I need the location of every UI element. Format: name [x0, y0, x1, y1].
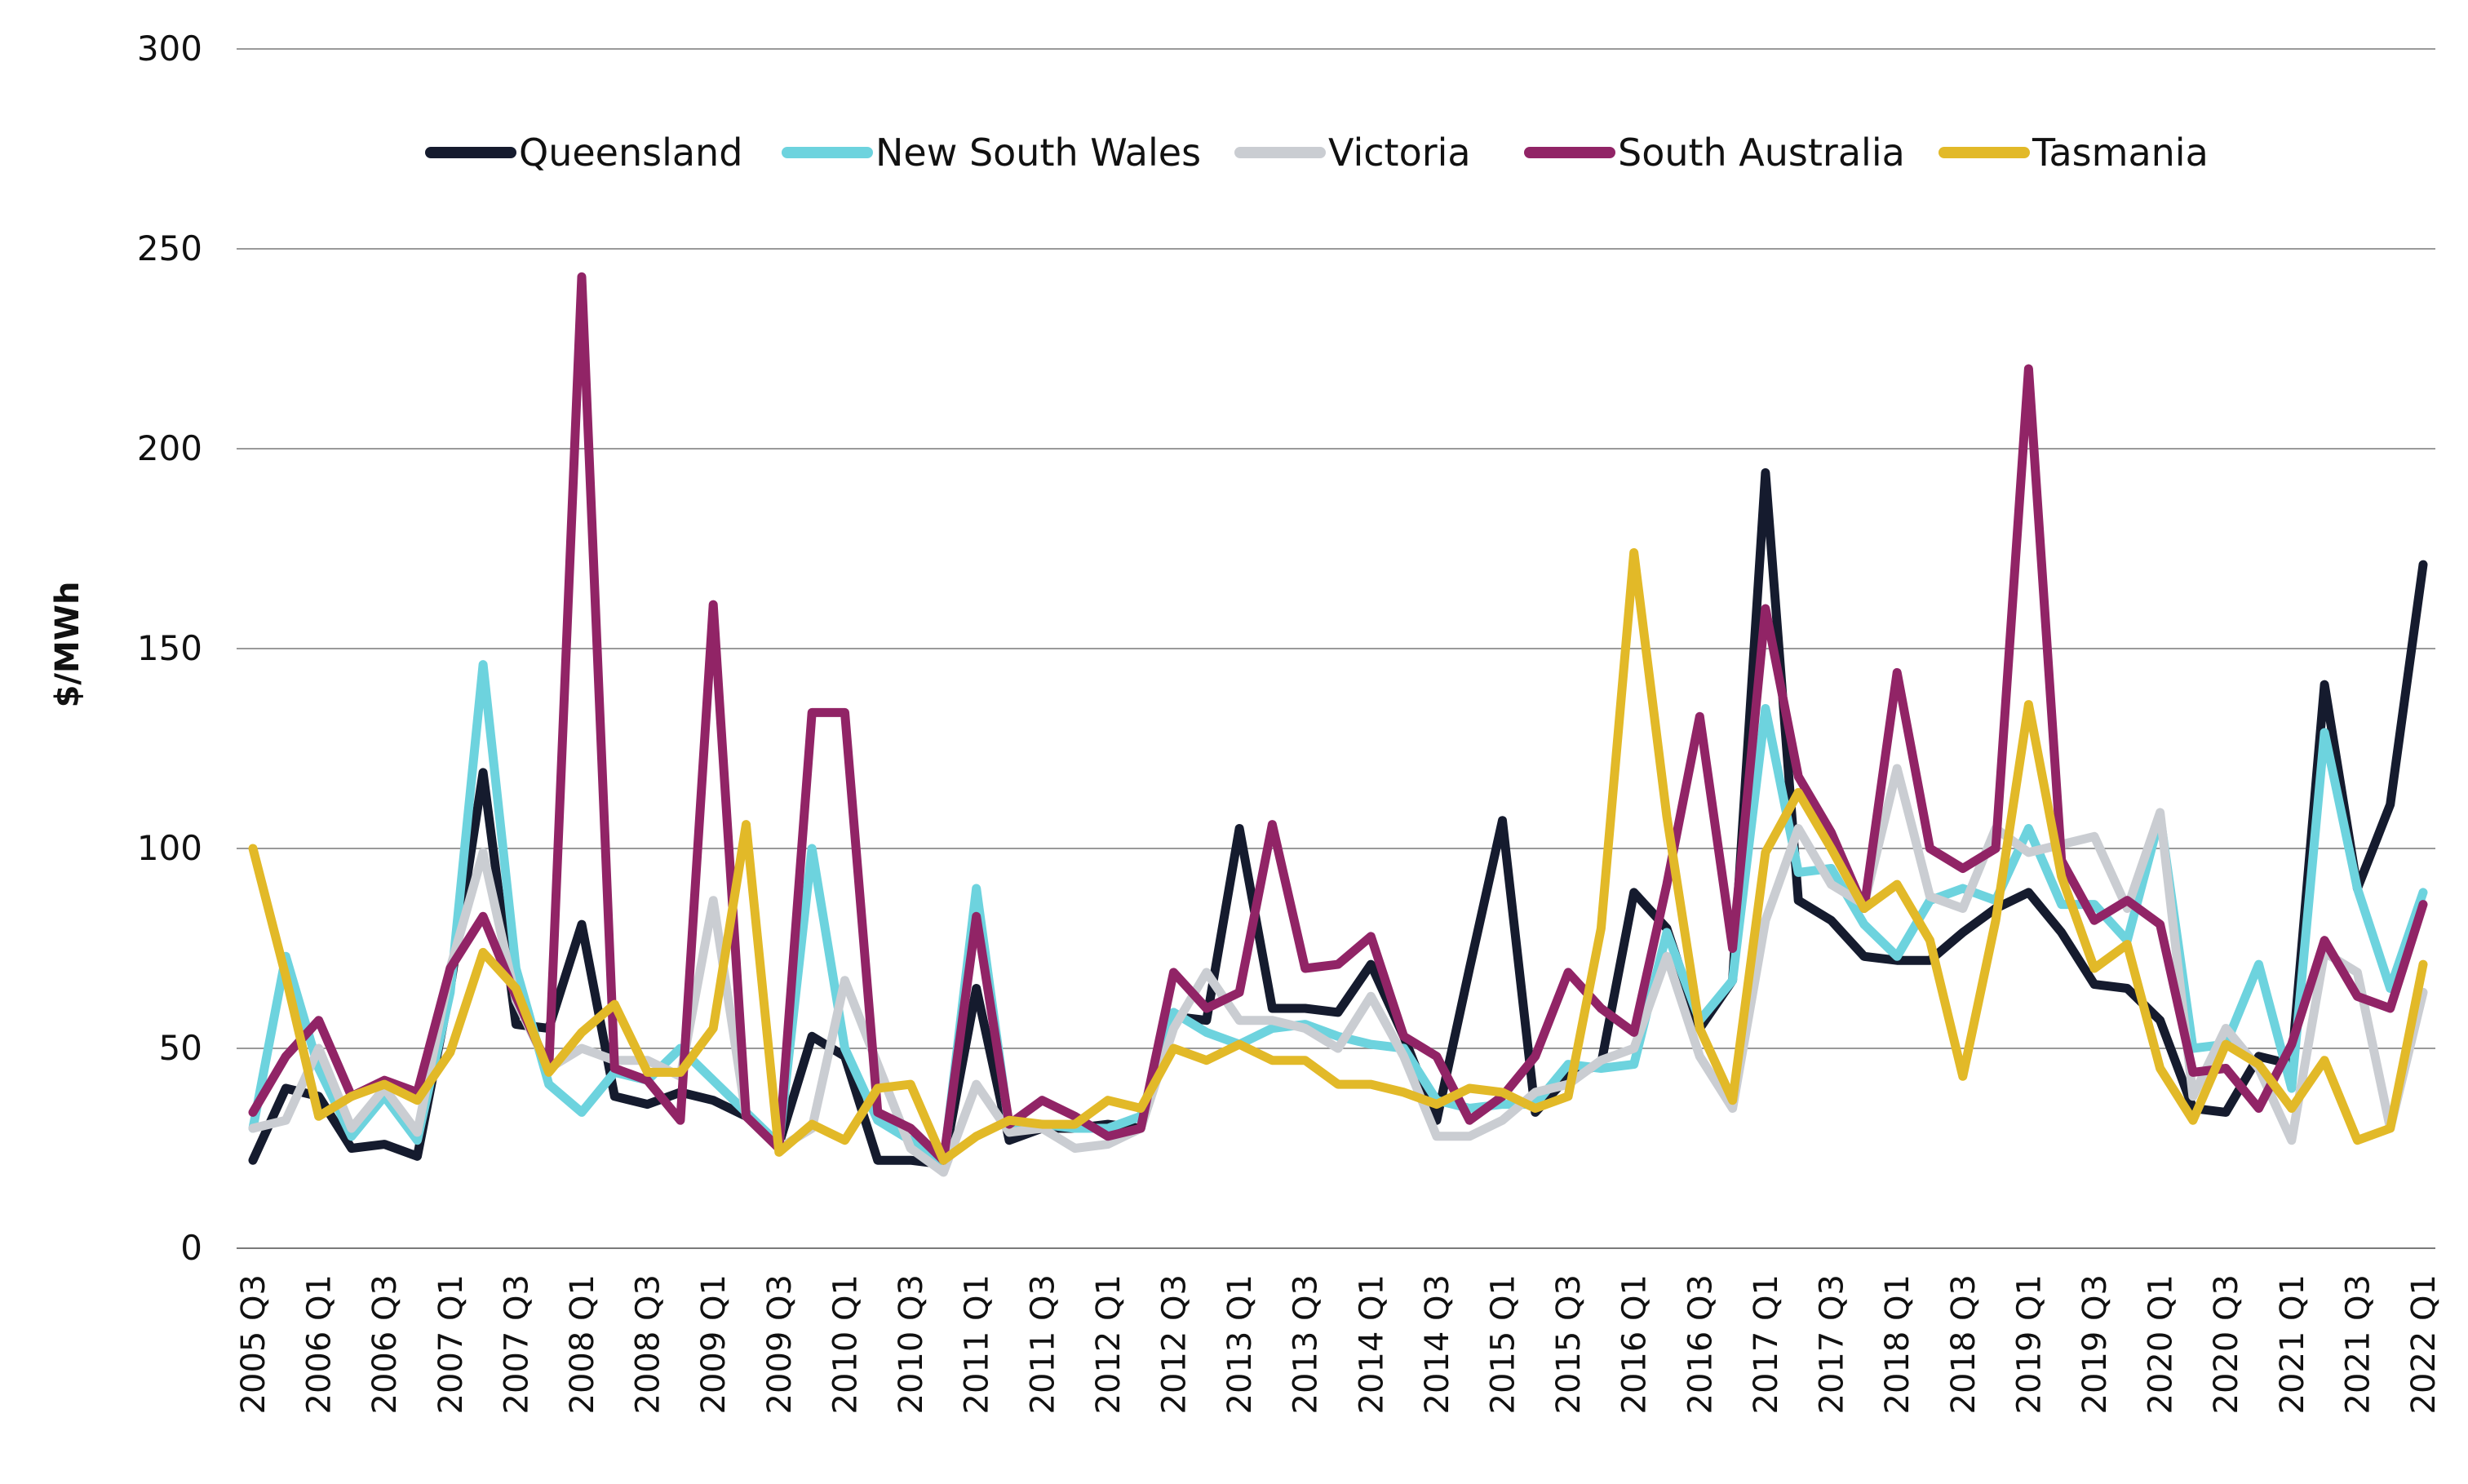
x-tick-label: 2010 Q3 — [893, 1274, 930, 1414]
x-tick-label: 2011 Q3 — [1024, 1274, 1061, 1414]
x-tick-label: 2014 Q1 — [1353, 1274, 1390, 1414]
series-line-queensland — [248, 467, 2428, 1169]
x-tick-label: 2017 Q1 — [1748, 1274, 1785, 1414]
x-tick-label: 2013 Q1 — [1221, 1274, 1259, 1414]
x-tick-label: 2008 Q1 — [564, 1274, 601, 1414]
x-tick-label: 2016 Q3 — [1682, 1274, 1719, 1414]
y-tick-label: 250 — [137, 228, 202, 268]
x-tick-label: 2006 Q1 — [301, 1274, 339, 1414]
x-tick-label: 2020 Q1 — [2142, 1274, 2180, 1414]
x-tick-label: 2012 Q3 — [1155, 1274, 1193, 1414]
series-lines — [248, 272, 2428, 1177]
x-tick-label: 2007 Q1 — [432, 1274, 470, 1414]
x-tick-label: 2011 Q1 — [959, 1274, 996, 1414]
legend-label: Queensland — [519, 131, 742, 175]
x-tick-label: 2014 Q3 — [1419, 1274, 1456, 1414]
y-axis-title: $/MWh — [49, 582, 86, 708]
x-tick-label: 2015 Q1 — [1485, 1274, 1522, 1414]
x-tick-label: 2021 Q1 — [2274, 1274, 2311, 1414]
x-tick-label: 2019 Q1 — [2010, 1274, 2048, 1414]
x-tick-label: 2017 Q3 — [1814, 1274, 1851, 1414]
x-tick-label: 2010 Q1 — [826, 1274, 864, 1414]
x-tick-label: 2008 Q3 — [630, 1274, 667, 1414]
x-axis-ticks: 2005 Q3 2006 Q1 2006 Q3 2007 Q1 2007 Q3 2008 … — [235, 1274, 2443, 1414]
x-tick-label: 2016 Q1 — [1616, 1274, 1654, 1414]
x-tick-label: 2019 Q3 — [2076, 1274, 2114, 1414]
x-tick-label: 2021 Q3 — [2339, 1274, 2377, 1414]
y-tick-label: 100 — [137, 828, 202, 868]
y-axis-ticks: 0 50 100 150 200 250 300 — [137, 29, 202, 1268]
y-tick-label: 0 — [180, 1228, 202, 1268]
x-tick-label: 2005 Q3 — [235, 1274, 272, 1414]
legend-label: New South Wales — [875, 131, 1201, 175]
x-tick-label: 2007 Q3 — [498, 1274, 535, 1414]
y-tick-label: 200 — [137, 428, 202, 468]
x-tick-label: 2015 Q3 — [1550, 1274, 1588, 1414]
x-tick-label: 2020 Q3 — [2208, 1274, 2245, 1414]
legend-label: South Australia — [1618, 131, 1905, 175]
series-line-tasmania — [248, 547, 2428, 1165]
x-tick-label: 2022 Q1 — [2405, 1274, 2443, 1414]
legend: Queensland New South Wales Victoria South A… — [425, 131, 2209, 175]
y-tick-label: 150 — [137, 628, 202, 668]
series-line-south-australia — [248, 272, 2428, 1165]
x-tick-label: 2013 Q3 — [1287, 1274, 1325, 1414]
legend-label: Tasmania — [2032, 131, 2209, 175]
x-tick-label: 2018 Q3 — [1945, 1274, 1983, 1414]
x-tick-label: 2009 Q3 — [761, 1274, 799, 1414]
x-tick-label: 2012 Q1 — [1090, 1274, 1128, 1414]
x-tick-label: 2018 Q1 — [1879, 1274, 1916, 1414]
x-tick-label: 2006 Q3 — [366, 1274, 404, 1414]
x-tick-label: 2009 Q1 — [695, 1274, 733, 1414]
y-tick-label: 300 — [137, 29, 202, 69]
y-tick-label: 50 — [159, 1028, 202, 1068]
legend-label: Victoria — [1328, 131, 1471, 175]
